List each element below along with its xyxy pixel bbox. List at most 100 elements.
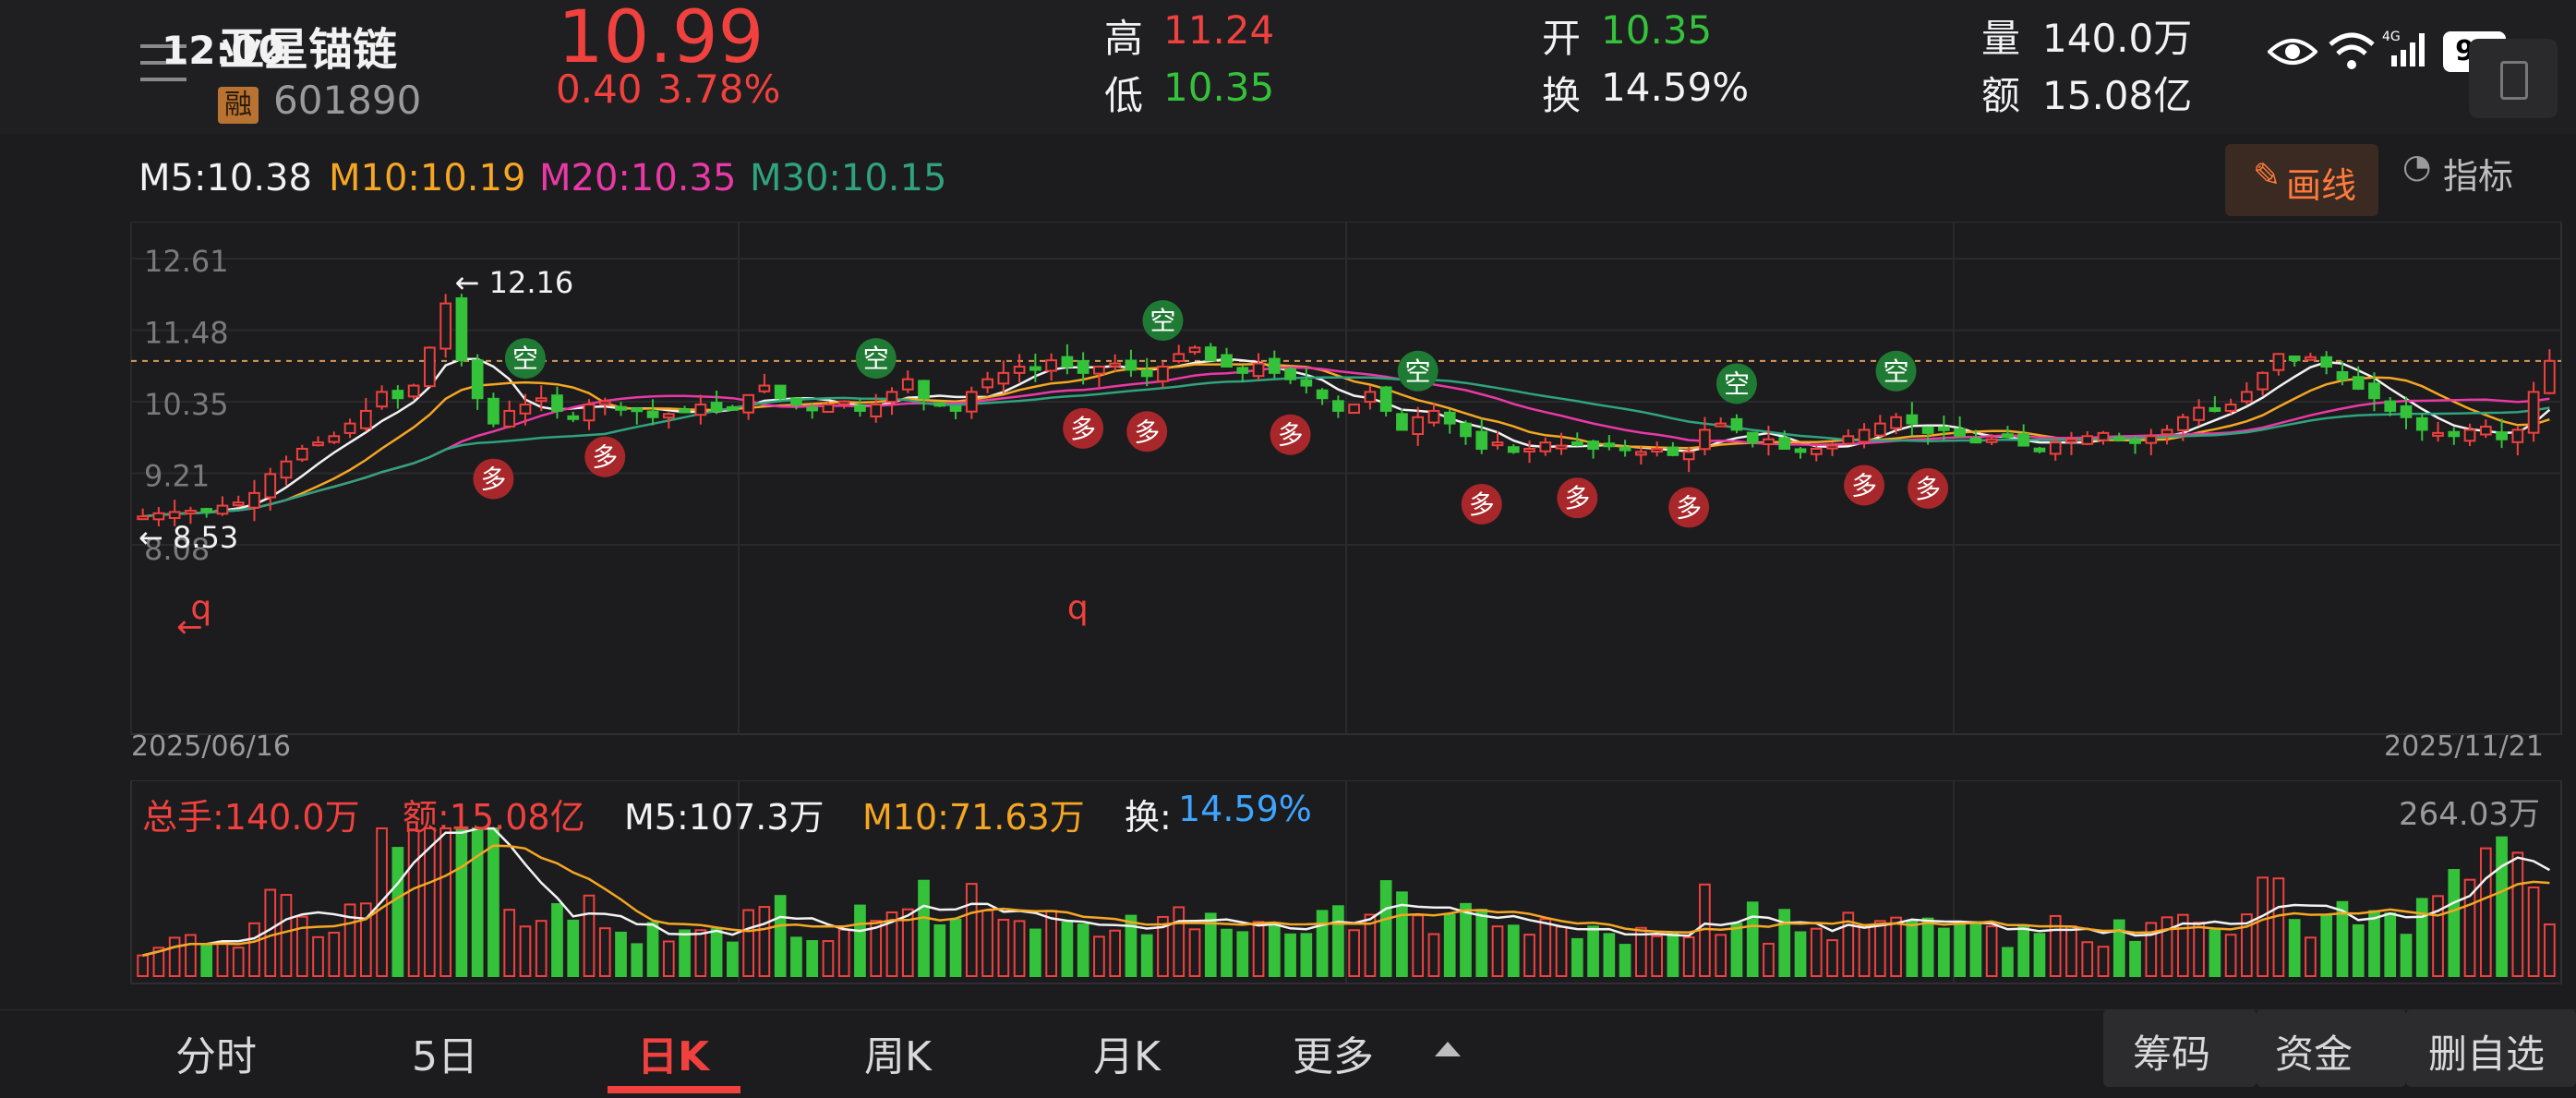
volume-bar — [1794, 931, 1807, 977]
candle-body — [2241, 391, 2253, 403]
volume-bar — [1061, 921, 1074, 977]
candle-body — [295, 447, 308, 461]
volume-bar — [264, 888, 277, 977]
chips-button[interactable]: 筹码 — [2133, 1032, 2211, 1077]
candle-body — [1188, 346, 1201, 354]
candle-body — [185, 510, 197, 515]
volume-bar — [1587, 925, 1599, 977]
volume-bar — [1746, 901, 1759, 977]
candlestick-chart[interactable]: 12.61 11.48 10.35 9.21 8.08 2025/06/16 2025/11… — [0, 222, 2576, 776]
duo-badge-label: 多 — [1134, 416, 1160, 447]
y-tick-label: 9.21 — [144, 459, 210, 494]
duo-badge — [584, 436, 626, 477]
tab-5day[interactable]: 5日 — [412, 1033, 478, 1080]
volume-bar — [232, 947, 245, 977]
candle-body — [1985, 438, 1998, 443]
volume-bar — [248, 922, 260, 977]
candle-body — [662, 413, 675, 419]
candle-body — [137, 515, 149, 521]
candle-body — [2400, 404, 2413, 418]
candle-body — [2017, 433, 2030, 447]
candle-body — [1587, 440, 1599, 450]
max-price-annotation: ← 12.16 — [455, 265, 574, 300]
indicator-label: 指标 — [2443, 156, 2514, 197]
min-price-annotation: ← 8.53 — [138, 520, 238, 555]
candle-body — [1603, 442, 1616, 448]
candle-body — [1443, 411, 1456, 425]
candle-body — [488, 397, 500, 425]
candle-body — [758, 384, 771, 392]
volume-bar — [1842, 911, 1855, 977]
volume-chart[interactable] — [0, 780, 2576, 1002]
volume-bar — [137, 954, 149, 977]
candle-body — [2336, 370, 2349, 380]
volume-bar — [1093, 935, 1105, 977]
volume-bar — [1252, 921, 1265, 977]
candle-body — [2097, 431, 2110, 441]
candle-body — [615, 405, 627, 411]
kong-badge-label: 空 — [1405, 356, 1431, 387]
volume-bar — [1379, 880, 1392, 977]
candle-body — [359, 409, 372, 429]
volume-bar — [185, 934, 197, 977]
high-label: 高 — [1104, 16, 1144, 61]
share-icon[interactable] — [2469, 39, 2558, 118]
remove-watchlist-button[interactable]: 删自选 — [2428, 1032, 2546, 1077]
volume-bar — [535, 920, 548, 978]
volume-bar — [837, 928, 850, 977]
draw-line-button[interactable]: ✎ 画线 — [2225, 144, 2378, 216]
tab-intraday[interactable]: 分时 — [175, 1033, 257, 1080]
y-tick-label: 8.08 — [144, 532, 210, 567]
candle-body — [1332, 400, 1344, 412]
volume-bar — [343, 903, 356, 978]
menu-icon[interactable] — [140, 41, 192, 85]
tab-weekly-k[interactable]: 周K — [864, 1033, 932, 1080]
indicator-button[interactable]: ◔ 指标 — [2402, 148, 2541, 203]
volume-bar — [2352, 923, 2365, 977]
caret-up-icon[interactable] — [1435, 1042, 1461, 1056]
volume-bar — [1077, 923, 1089, 978]
candle-body — [1125, 359, 1138, 371]
candle-body — [1045, 359, 1057, 372]
candle-body — [2288, 355, 2301, 362]
volume-bar — [854, 904, 866, 977]
duo-badge — [1557, 477, 1598, 519]
candle-body — [232, 501, 245, 507]
margin-tag: 融 — [218, 87, 259, 124]
funds-button[interactable]: 资金 — [2275, 1032, 2353, 1077]
volume-bar — [2129, 940, 2141, 977]
candle-body — [1921, 426, 1934, 434]
candle-body — [1794, 448, 1807, 453]
tab-daily-k[interactable]: 日K — [637, 1033, 710, 1080]
volume-bar — [503, 909, 516, 978]
candle-body — [2544, 359, 2556, 394]
volume-bar — [424, 827, 436, 977]
volume-bar — [965, 883, 978, 977]
volume-ma10-line — [142, 844, 2550, 957]
volume-bar — [774, 895, 787, 977]
volume-bar — [2272, 877, 2285, 977]
duo-badge — [1908, 467, 1949, 509]
candle-body — [2033, 447, 2046, 452]
volume-bar — [662, 940, 675, 977]
candle-body — [1635, 451, 1647, 456]
candle-body — [2081, 435, 2094, 445]
funds-box — [2257, 1009, 2406, 1087]
volume-bar — [1954, 920, 1966, 977]
tab-more[interactable]: 更多 — [1293, 1033, 1374, 1080]
candle-body — [2113, 436, 2125, 441]
volume-bar — [981, 909, 993, 977]
candle-body — [567, 415, 580, 420]
volume-bar — [551, 903, 563, 978]
volume-bar — [949, 918, 962, 977]
volume-value: 140.0万 — [2042, 16, 2193, 61]
volume-bar — [295, 915, 308, 978]
tab-monthly-k[interactable]: 月K — [1093, 1033, 1161, 1080]
candle-body — [1555, 444, 1568, 450]
volume-bar — [2336, 900, 2349, 977]
status-time: 12:00 — [162, 28, 285, 73]
candle-body — [471, 359, 484, 400]
volume-bar — [1268, 923, 1281, 977]
candle-body — [1619, 446, 1631, 452]
volume-bar — [200, 943, 213, 977]
